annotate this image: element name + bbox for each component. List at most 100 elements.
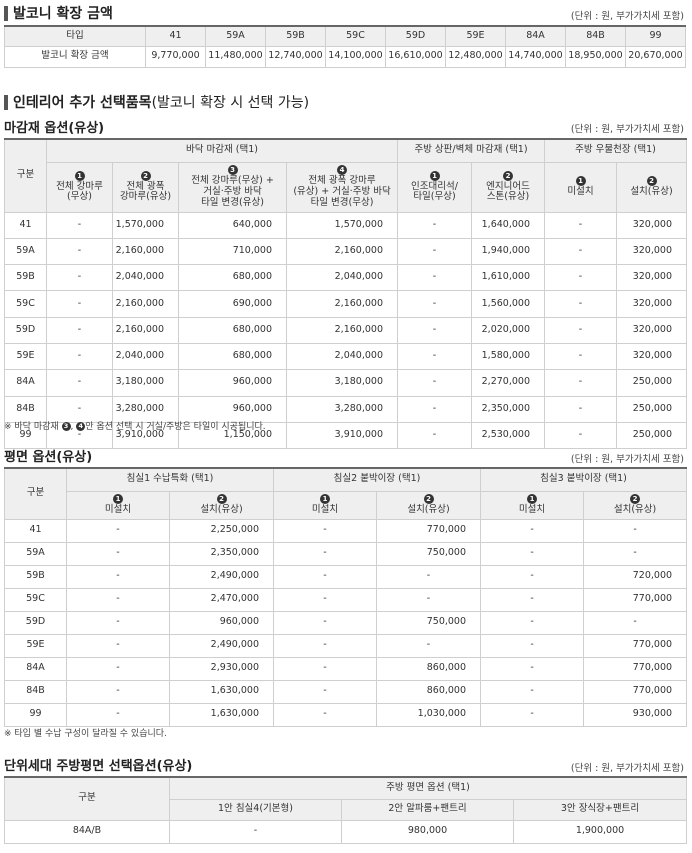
- finish-value-cell: 2,270,000: [471, 369, 545, 397]
- row-type-label: 59D: [4, 610, 67, 635]
- balcony-unit-note: (단위 : 원, 부가가치세 포함): [570, 11, 684, 22]
- finish-value-cell: 2,160,000: [286, 290, 398, 318]
- plan-value-cell: 2,250,000: [168, 518, 275, 543]
- finish-value-cell: 2,160,000: [112, 290, 179, 318]
- col-line: 전체 강마루: [56, 180, 103, 192]
- row-type-label: 99: [4, 702, 67, 727]
- row-type-label: 84A: [4, 369, 47, 397]
- col-line: 설치(유상): [200, 504, 243, 515]
- plan-value-cell: -: [273, 633, 378, 658]
- row-type-label: 84A: [4, 656, 67, 681]
- finish-value-cell: 320,000: [616, 316, 687, 344]
- table-row: 59C -2,470,000- - -770,000: [4, 587, 688, 612]
- balcony-title-text: 발코니 확장 금액: [13, 6, 113, 22]
- finish-value-cell: -: [46, 211, 113, 239]
- finish-value-cell: -: [46, 316, 113, 344]
- title-bar-marker: [4, 5, 8, 21]
- plan-value-cell: -: [66, 587, 170, 612]
- table-row: 84A -3,180,000 960,000 3,180,000-2,270,000-…: [4, 369, 687, 397]
- plan-value-cell: 770,000: [583, 587, 688, 612]
- kitchen-col-header: 2안 알파룸+팬트리: [341, 798, 514, 821]
- row-type-label: 41: [4, 211, 47, 239]
- row-type-label: 59D: [4, 316, 47, 344]
- kitchen-group-header: 주방 평면 옵션 (택1): [169, 776, 687, 800]
- finish-col-header: 3 전체 강마루(무상) + 거실·주방 바닥 타일 변경(유상): [178, 161, 287, 213]
- finish-value-cell: 1,150,000: [178, 421, 287, 450]
- number-badge-icon: 3: [227, 165, 238, 176]
- title-bar-marker: [4, 94, 8, 110]
- kitchen-col-header: 1안 침실4(기본형): [169, 798, 342, 821]
- col-line: (무상): [67, 191, 92, 203]
- plan-value-cell: -: [480, 541, 585, 566]
- kitchen-value-row: 84A/B - 980,000 1,900,000: [4, 819, 687, 844]
- finish-value-cell: -: [46, 369, 113, 397]
- finish-value-cell: -: [544, 421, 617, 450]
- balcony-type-84b: 84B: [565, 25, 626, 47]
- plan-value-cell: -: [66, 679, 170, 704]
- col-line: 설치(유상): [613, 504, 657, 515]
- col-line: 스톤(유상): [486, 191, 530, 203]
- interior-section-title: 인테리어 추가 선택품목 (발코니 확장 시 선택 가능): [4, 92, 309, 112]
- row-type-label: 84B: [4, 679, 67, 704]
- table-row: 59C -2,160,000 690,000 2,160,000-1,560,000-…: [4, 290, 687, 318]
- plan-value-cell: -: [376, 587, 482, 612]
- col-line: 설치(유상): [407, 504, 450, 515]
- number-badge-icon: 2: [423, 494, 434, 505]
- finish-group-kitchen-ceiling: 주방 우물천장 (택1): [544, 138, 687, 163]
- plan-section-title: 평면 옵션(유상): [4, 450, 93, 465]
- plan-gubun-header: 구분: [4, 467, 67, 520]
- table-row: 84B -3,280,000 960,000 3,280,000-2,350,000-…: [4, 395, 687, 423]
- finish-section-title: 마감재 옵션(유상): [4, 121, 105, 136]
- finish-value-cell: -: [46, 290, 113, 318]
- finish-option-table: 구분 바닥 마감재 (택1) 주방 상판/벽체 마감재 (택1) 주방 우물천장…: [4, 138, 687, 450]
- finish-value-cell: 710,000: [178, 237, 287, 266]
- plan-footnote: ※ 타입 별 수납 구성이 달라질 수 있습니다.: [4, 729, 167, 739]
- finish-value-cell: -: [397, 342, 472, 371]
- finish-value-cell: 3,180,000: [286, 369, 398, 397]
- balcony-value: 18,950,000: [565, 45, 626, 68]
- finish-value-cell: 1,570,000: [112, 211, 179, 239]
- balcony-type-41: 41: [145, 25, 206, 47]
- finish-col-header: 2 엔지니어드 스톤(유상): [471, 161, 545, 213]
- plan-col-header: 2 설치(유상): [583, 490, 688, 520]
- finish-value-cell: 320,000: [616, 211, 687, 239]
- finish-value-cell: 250,000: [616, 395, 687, 423]
- plan-value-cell: -: [480, 564, 585, 589]
- kitchen-col-header: 3안 장식장+팬트리: [513, 798, 687, 821]
- finish-column-header-row: 1 전체 강마루 (무상) 2 전체 광폭 강마루(유상) 3 전체 강마루(무상) + 거…: [5, 161, 687, 213]
- col-line: 설치(유상): [630, 186, 673, 197]
- col-line: 거실·주방 바닥: [203, 186, 262, 197]
- finish-value-cell: 3,910,000: [286, 421, 398, 450]
- plan-value-cell: -: [480, 633, 585, 658]
- finish-value-cell: -: [46, 395, 113, 423]
- finish-value-cell: 2,040,000: [112, 264, 179, 292]
- plan-table-body: 41-2,250,000-770,000- -59A -2,350,000-750,…: [4, 518, 688, 727]
- number-badge-icon: 2: [216, 494, 227, 505]
- row-type-label: 59A: [4, 541, 67, 566]
- plan-value-cell: -: [480, 518, 585, 543]
- plan-value-cell: 750,000: [376, 541, 482, 566]
- finish-value-cell: 1,640,000: [471, 211, 545, 239]
- kitchen-value: 1,900,000: [513, 819, 687, 844]
- finish-value-cell: 2,020,000: [471, 316, 545, 344]
- col-line: 엔지니어드: [486, 180, 530, 192]
- plan-value-cell: -: [66, 518, 170, 543]
- finish-value-cell: -: [544, 316, 617, 344]
- number-badge-icon: 1: [113, 494, 123, 505]
- plan-value-cell: -: [480, 679, 585, 704]
- col-line: 타일 변경(무상): [310, 196, 374, 208]
- finish-value-cell: 3,180,000: [112, 369, 179, 397]
- note-text: ※ 바닥 마감재: [4, 422, 62, 432]
- plan-group-header-row: 구분 침실1 수납특화 (택1) 침실2 붙박이장 (택1) 침실3 붙박이장 …: [4, 467, 688, 520]
- finish-value-cell: 960,000: [178, 369, 287, 397]
- finish-value-cell: -: [397, 264, 472, 292]
- finish-value-cell: 320,000: [616, 264, 687, 292]
- finish-value-cell: 1,610,000: [471, 264, 545, 292]
- col-line: 강마루(유상): [119, 191, 172, 203]
- plan-value-cell: 960,000: [168, 610, 275, 635]
- interior-title-suffix: (발코니 확장 시 선택 가능): [151, 95, 310, 111]
- finish-value-cell: 2,350,000: [471, 395, 545, 423]
- plan-value-cell: -: [583, 541, 688, 566]
- plan-value-cell: 750,000: [376, 610, 482, 635]
- plan-value-cell: -: [376, 564, 482, 589]
